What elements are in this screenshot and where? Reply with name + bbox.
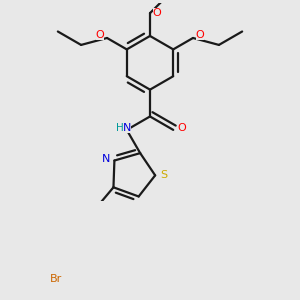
Text: H: H [116,123,124,133]
Text: O: O [153,8,161,18]
Text: O: O [96,30,104,40]
Text: O: O [196,30,204,40]
Text: S: S [160,170,167,180]
Text: N: N [123,124,131,134]
Text: Br: Br [50,274,63,284]
Text: N: N [102,154,110,164]
Text: O: O [177,124,186,134]
